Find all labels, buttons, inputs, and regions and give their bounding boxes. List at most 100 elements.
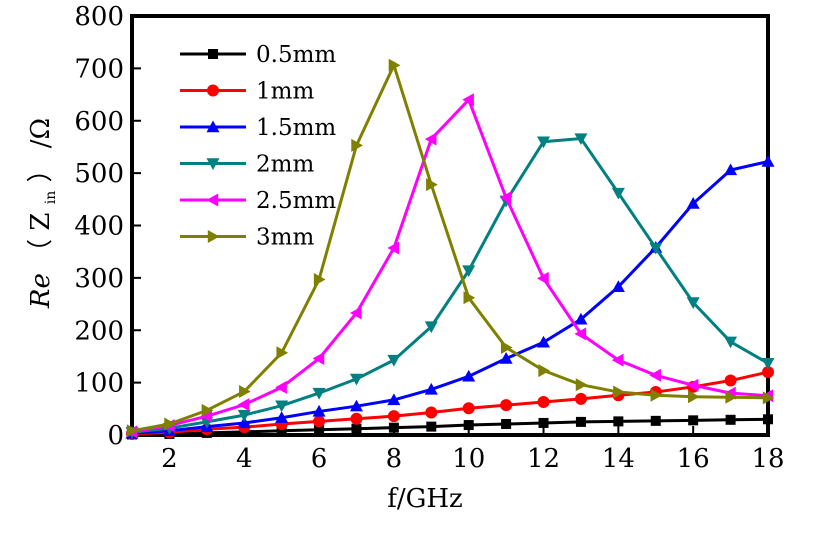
y-axis-title-var: Z [26,213,56,231]
data-point [538,364,551,378]
y-tick-label: 0 [107,421,124,451]
data-point [649,368,661,382]
data-point [500,341,513,355]
x-tick-label: 8 [386,444,403,474]
data-point [537,136,551,149]
data-point [499,191,512,205]
data-point [613,416,624,427]
data-point [574,312,588,325]
series-layer [125,58,775,440]
data-point [688,415,699,426]
data-point [275,380,287,394]
data-point [350,412,363,425]
data-point [462,265,476,278]
data-point [424,132,437,146]
data-point [349,306,362,320]
data-point [725,390,738,404]
data-point [349,399,363,412]
data-point [425,406,438,419]
series-line [131,417,769,436]
data-point [351,423,362,434]
legend-item: 2mm [180,152,314,178]
legend-item: 1mm [180,79,314,105]
data-point [237,398,250,412]
data-point [239,385,251,399]
series-line [131,136,769,434]
data-point [275,400,289,413]
data-point [462,93,474,107]
legend-marker [208,49,218,59]
legend-label: 2mm [256,152,314,178]
y-tick-label: 600 [74,107,124,137]
y-axis-title-sub: in [43,191,59,205]
data-point [275,411,289,423]
data-point [537,396,550,409]
data-point [611,353,624,367]
data-point [237,416,251,429]
legend-marker [207,230,220,243]
data-point [762,366,774,379]
legend-label: 1mm [256,79,314,105]
series-3mm [126,58,775,438]
y-axis-title-close-paren: ） [26,156,56,182]
legend-item: 1.5mm [180,115,336,141]
y-tick-label: 500 [74,159,124,189]
data-point [649,242,663,255]
y-axis-title-prefix: Re [26,273,56,309]
data-point [312,404,326,417]
data-point [501,419,512,430]
data-point [424,321,438,334]
x-tick-label: 2 [161,444,178,474]
data-point [351,138,363,152]
data-point [312,352,325,366]
data-point [424,382,438,395]
series-2mm [125,133,775,439]
x-tick-label: 18 [751,444,784,474]
legend-marker [206,193,219,207]
y-axis-title: Re （ Z in ） /Ω [26,118,62,309]
data-point [763,414,773,425]
data-point [574,327,587,341]
y-tick-label: 400 [74,212,124,242]
data-point [500,399,513,412]
data-point [499,352,513,364]
legend-label: 2.5mm [256,188,336,214]
legend-item: 3mm [180,225,314,251]
data-point [314,424,325,435]
data-point [387,354,401,367]
x-tick-label: 6 [311,444,328,474]
data-point [200,409,213,423]
data-point [724,163,738,176]
data-point [126,424,139,438]
data-point [276,346,289,360]
data-point [276,425,287,436]
data-point [164,417,176,431]
y-axis-title-unit: /Ω [26,118,56,148]
data-point [686,378,699,392]
data-point [575,416,586,427]
legend-marker [206,158,220,170]
data-point [426,178,438,192]
series-2.5mm [125,93,774,439]
legend-marker [207,84,219,97]
legend-label: 1.5mm [256,115,336,141]
data-point [538,417,549,428]
data-point [686,297,700,309]
data-point [201,403,214,417]
data-point [611,280,625,292]
x-axis-title: f/GHz [387,484,463,514]
data-point [575,378,588,392]
data-point [462,369,476,382]
axes: 2 4 6 8 10 12 14 16 18 0 100 200 300 400 500 600 700 800 [74,2,784,474]
x-tick-label: 16 [677,444,710,474]
data-point [537,335,551,348]
data-point [650,415,661,426]
data-point [574,133,588,146]
series-line [131,160,769,435]
legend-item: 2.5mm [180,188,336,214]
data-point [761,358,775,370]
x-tick-label: 14 [602,444,635,474]
data-point [762,391,775,405]
data-point [463,420,474,431]
